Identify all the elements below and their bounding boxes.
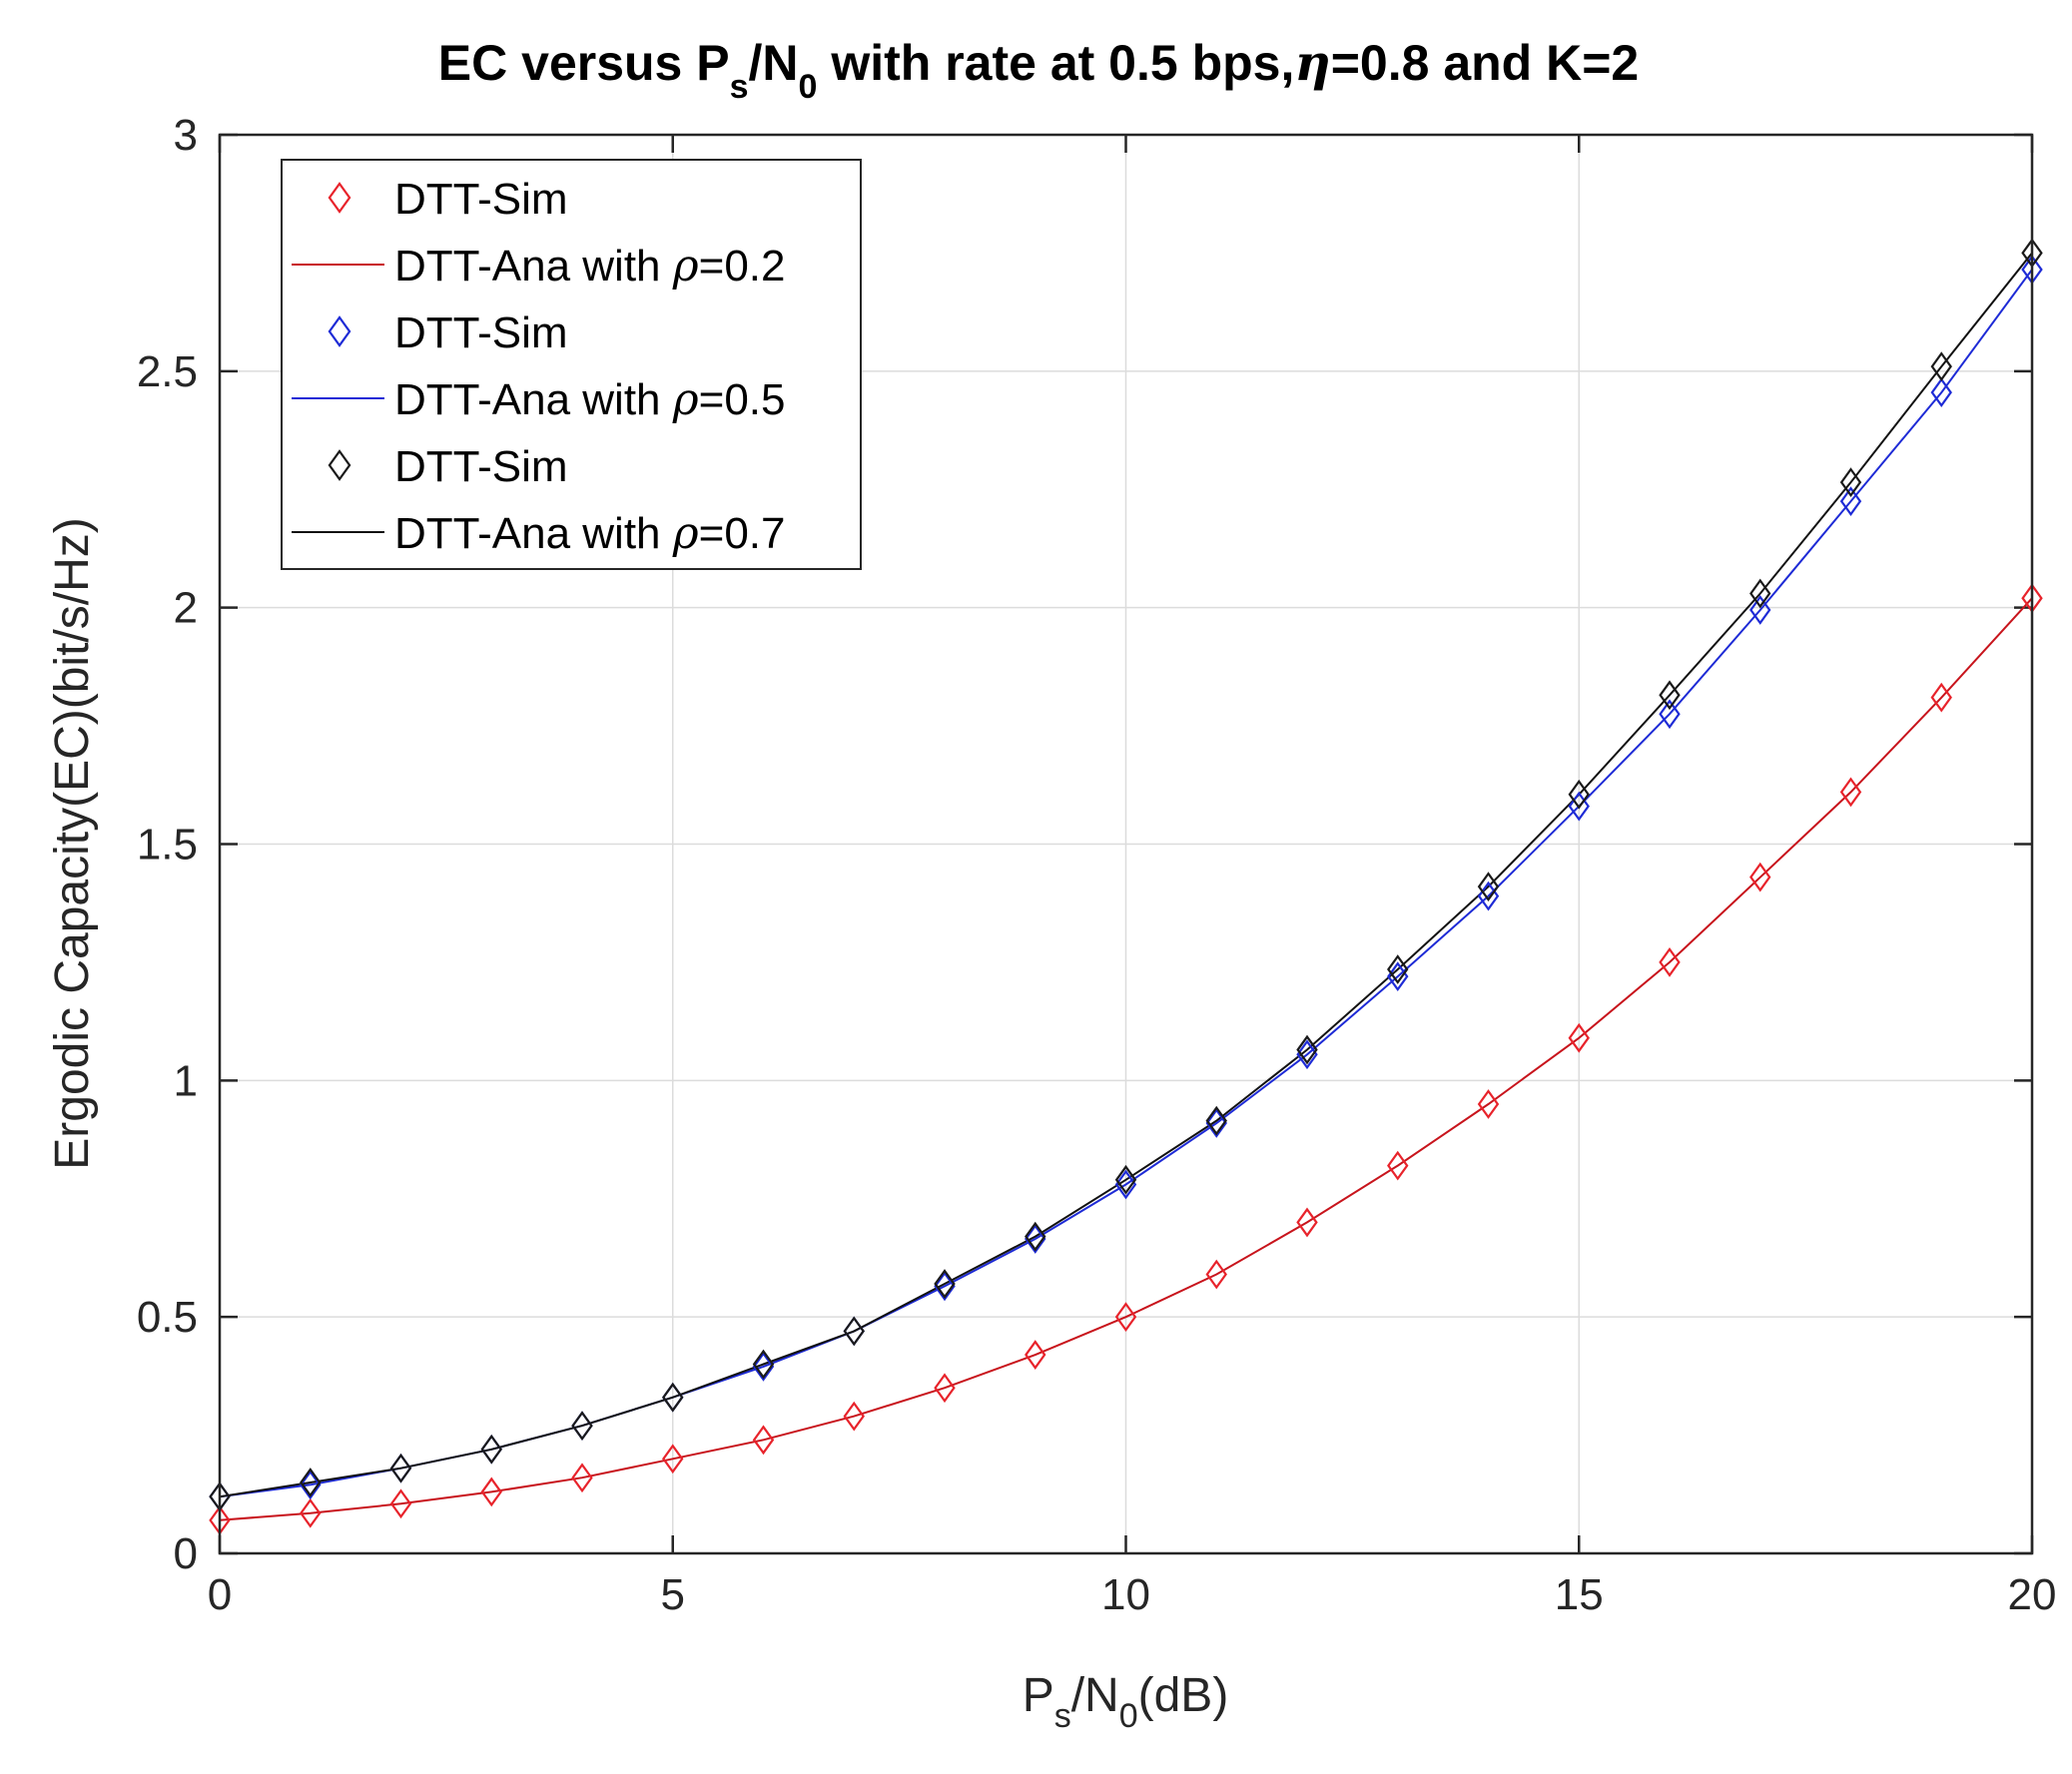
sim-marker-series-3: [300, 1468, 322, 1497]
sim-marker-series-3: [752, 1349, 775, 1380]
x-tick-label: 15: [1555, 1570, 1604, 1619]
sim-marker-series-3: [1477, 872, 1500, 902]
sim-marker-series-3: [1205, 1105, 1227, 1136]
sim-marker-series-1: [1114, 1302, 1137, 1333]
sim-marker-series-1: [662, 1444, 684, 1475]
sim-marker-series-2: [1296, 1039, 1318, 1070]
sim-marker-series-1: [571, 1463, 593, 1493]
ana-line-series-3: [219, 252, 2033, 1498]
axes-box: [218, 133, 2034, 1555]
x-tick-label: 5: [661, 1570, 685, 1619]
ana-line-series-1: [219, 597, 2033, 1521]
sim-marker-series-3: [1839, 467, 1862, 498]
sim-marker-series-1: [1477, 1089, 1500, 1119]
sim-marker-series-3: [1296, 1034, 1318, 1065]
sim-marker-series-3: [843, 1316, 865, 1347]
sim-marker-series-1: [843, 1401, 865, 1432]
sim-marker-series-3: [1659, 680, 1681, 711]
y-axis-label: Ergodic Capacity(EC)(bit/s/Hz): [46, 517, 99, 1169]
sim-marker-series-3: [1749, 578, 1771, 609]
y-tick-label: 0.5: [137, 1293, 198, 1342]
x-tick-label: 10: [1101, 1570, 1150, 1619]
plot-series: [209, 238, 2043, 1535]
legend-label-sim: DTT-Sim: [394, 308, 568, 357]
sim-marker-series-3: [480, 1434, 502, 1465]
sim-marker-series-1: [1749, 862, 1771, 892]
legend-label-ana: DTT-Ana with ρ=0.2: [394, 241, 786, 292]
legend-label-sim: DTT-Sim: [394, 175, 568, 224]
chart-title: EC versus Ps/N0 with rate at 0.5 bps,η=0…: [438, 33, 1639, 106]
sim-marker-series-3: [571, 1411, 593, 1441]
sim-marker-series-1: [480, 1477, 502, 1507]
sim-marker-series-1: [1839, 777, 1862, 808]
sim-marker-series-1: [934, 1373, 956, 1404]
sim-marker-series-3: [1930, 351, 1952, 381]
legend-marker-sim: [328, 315, 351, 347]
legend-box: [281, 159, 862, 570]
sim-marker-series-1: [1659, 947, 1681, 977]
sim-marker-series-3: [934, 1269, 956, 1299]
sim-marker-series-2: [300, 1470, 322, 1500]
x-axis-label: Ps/N0(dB): [1023, 1669, 1229, 1735]
sim-marker-series-2: [934, 1271, 956, 1302]
sim-marker-series-2: [1659, 699, 1681, 730]
x-tick-label: 0: [208, 1570, 232, 1619]
y-tick-label: 1.5: [137, 821, 198, 870]
y-tick-label: 3: [174, 111, 198, 160]
legend-marker-sim: [328, 182, 351, 214]
sim-marker-series-1: [300, 1497, 322, 1528]
sim-marker-series-3: [662, 1382, 684, 1413]
sim-marker-series-1: [1568, 1022, 1590, 1053]
sim-marker-series-2: [1205, 1108, 1227, 1138]
sim-marker-series-3: [1387, 954, 1409, 984]
legend: DTT-Sim DTT-Ana with ρ=0.2 DTT-Sim DTT-Ana …: [281, 159, 862, 570]
sim-marker-series-3: [1025, 1221, 1046, 1252]
sim-marker-series-2: [1930, 377, 1952, 408]
y-tick-label: 2.5: [137, 347, 198, 396]
sim-marker-series-2: [1114, 1169, 1137, 1200]
y-tick-label: 1: [174, 1056, 198, 1105]
legend-marker-sim: [328, 449, 351, 481]
sim-marker-series-3: [1568, 779, 1590, 810]
sim-marker-series-1: [752, 1425, 775, 1456]
sim-marker-series-1: [389, 1488, 412, 1519]
sim-marker-series-3: [1114, 1164, 1137, 1195]
y-tick-label: 2: [174, 584, 198, 633]
sim-marker-series-3: [389, 1453, 412, 1483]
sim-marker-series-1: [1930, 682, 1952, 713]
y-tick-label: 0: [174, 1529, 198, 1578]
sim-marker-series-2: [1749, 595, 1771, 625]
legend-label-sim: DTT-Sim: [394, 442, 568, 491]
x-tick-label: 20: [2008, 1570, 2057, 1619]
sim-marker-series-2: [1839, 486, 1862, 516]
sim-marker-series-2: [1568, 791, 1590, 822]
sim-marker-series-2: [1025, 1224, 1046, 1254]
sim-marker-series-1: [1387, 1150, 1409, 1181]
legend-label-ana: DTT-Ana with ρ=0.5: [394, 374, 786, 425]
sim-marker-series-1: [1296, 1207, 1318, 1238]
sim-marker-series-2: [752, 1352, 775, 1382]
sim-marker-series-1: [1205, 1259, 1227, 1290]
tick-labels: 0 5 10 15 20 0 0.5 1 1.5 2 2.5 3: [137, 111, 2057, 1619]
legend-label-ana: DTT-Ana with ρ=0.7: [394, 508, 786, 559]
sim-marker-series-1: [1025, 1340, 1046, 1370]
